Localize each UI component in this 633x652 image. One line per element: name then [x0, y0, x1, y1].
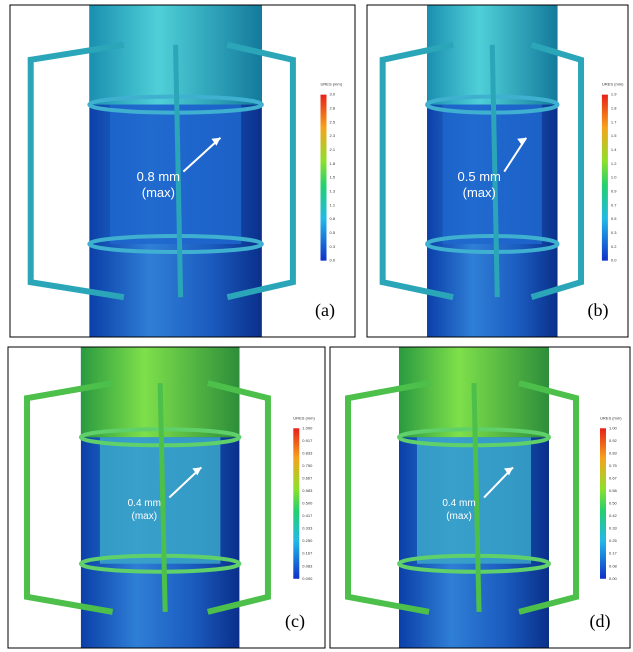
- legend-tick: 0.0: [611, 258, 617, 263]
- legend-tick: 0.667: [302, 475, 313, 480]
- legend-tick: 0.0: [330, 258, 336, 263]
- legend-tick: 1.8: [330, 161, 336, 166]
- legend-tick: 2.5: [330, 119, 336, 124]
- legend-tick: 0.42: [609, 513, 618, 518]
- figure: URES (mm) 3.0 2.8 2.5 2.3 2.1 1.8 1.5 1.3 1.1 0.8 0…: [0, 0, 633, 652]
- legend-tick: 0.83: [609, 450, 618, 455]
- legend-tick: 2.8: [330, 106, 336, 111]
- panel-label: (b): [588, 300, 609, 321]
- annotation: 0.4 mm: [442, 498, 475, 509]
- legend-tick: 0.5: [330, 230, 336, 235]
- panel-label: (c): [285, 611, 305, 632]
- color-bar: [600, 428, 606, 579]
- annotation: 0.4 mm: [128, 498, 161, 509]
- panel-label: (d): [590, 611, 611, 632]
- color-bar: [293, 428, 299, 579]
- legend-tick: 1.9: [611, 92, 617, 97]
- legend-tick: 1.1: [330, 202, 336, 207]
- legend-tick: 0.33: [609, 526, 618, 531]
- legend-tick: 0.583: [302, 488, 313, 493]
- legend-tick: 0.92: [609, 438, 618, 443]
- panel: URES (mm) 1.00 0.92 0.83 0.75 0.67 0.58 0.50 0.4…: [330, 347, 630, 648]
- legend-title: URES (mm): [321, 82, 343, 87]
- annotation: 0.5 mm: [458, 169, 501, 184]
- color-bar: [321, 95, 327, 261]
- annotation: (max): [132, 511, 158, 522]
- panel: URES (mm) 1.9 1.8 1.7 1.5 1.4 1.2 1.0 0.9 0.7 0.5 0…: [367, 5, 628, 337]
- legend-tick: 0.3: [611, 230, 617, 235]
- legend-tick: 0.8: [330, 216, 336, 221]
- annotation: (max): [446, 511, 472, 522]
- legend-title: URES (mm): [293, 415, 315, 420]
- legend-tick: 1.5: [611, 133, 617, 138]
- legend-tick: 0.000: [302, 576, 313, 581]
- legend-tick: 0.750: [302, 463, 313, 468]
- legend-tick: 0.67: [609, 475, 618, 480]
- legend-tick: 1.3: [330, 189, 336, 194]
- annotation: 0.8 mm: [137, 169, 180, 184]
- panel-image: URES (mm) 3.0 2.8 2.5 2.3 2.1 1.8 1.5 1.3 1.1 0.8 0…: [10, 5, 355, 337]
- legend-tick: 1.00: [609, 425, 618, 430]
- panel: URES (mm) 1.000 0.917 0.833 0.750 0.667 0.583 0…: [8, 347, 325, 648]
- legend-tick: 1.8: [611, 106, 617, 111]
- panel-image: URES (mm) 1.00 0.92 0.83 0.75 0.67 0.58 0.50 0.4…: [330, 347, 630, 648]
- legend-tick: 0.833: [302, 450, 313, 455]
- panel-image: URES (mm) 1.000 0.917 0.833 0.750 0.667 0.583 0…: [8, 347, 325, 648]
- legend-tick: 0.58: [609, 488, 618, 493]
- legend-tick: 0.25: [609, 538, 618, 543]
- panel: URES (mm) 3.0 2.8 2.5 2.3 2.1 1.8 1.5 1.3 1.1 0.8 0…: [10, 5, 355, 337]
- legend-tick: 1.2: [611, 161, 617, 166]
- legend-tick: 0.917: [302, 438, 313, 443]
- legend-tick: 1.5: [330, 175, 336, 180]
- legend-tick: 0.50: [609, 501, 618, 506]
- legend-tick: 0.250: [302, 538, 313, 543]
- legend-tick: 0.5: [611, 216, 617, 221]
- legend-tick: 1.0: [611, 175, 617, 180]
- legend-tick: 0.75: [609, 463, 618, 468]
- legend-title: URES (mm): [600, 415, 622, 420]
- legend-tick: 0.9: [611, 189, 617, 194]
- legend-tick: 2.3: [330, 133, 336, 138]
- legend-tick: 0.00: [609, 576, 618, 581]
- color-bar: [602, 95, 608, 261]
- panel-label: (a): [315, 300, 335, 321]
- legend-tick: 3.0: [330, 92, 336, 97]
- legend-tick: 0.7: [611, 202, 617, 207]
- legend-tick: 0.167: [302, 551, 313, 556]
- legend-tick: 0.417: [302, 513, 313, 518]
- legend-tick: 0.08: [609, 563, 618, 568]
- legend-tick: 0.17: [609, 551, 618, 556]
- legend-tick: 0.3: [330, 244, 336, 249]
- legend-tick: 0.083: [302, 563, 313, 568]
- legend-tick: 0.2: [611, 244, 617, 249]
- legend-tick: 1.4: [611, 147, 617, 152]
- legend-tick: 1.7: [611, 119, 617, 124]
- legend-title: URES (mm): [602, 82, 624, 87]
- panel-image: URES (mm) 1.9 1.8 1.7 1.5 1.4 1.2 1.0 0.9 0.7 0.5 0…: [367, 5, 628, 337]
- legend-tick: 2.1: [330, 147, 336, 152]
- legend-tick: 0.500: [302, 501, 313, 506]
- legend-tick: 0.333: [302, 526, 313, 531]
- legend-tick: 1.000: [302, 425, 313, 430]
- annotation: (max): [142, 185, 175, 200]
- annotation: (max): [463, 185, 496, 200]
